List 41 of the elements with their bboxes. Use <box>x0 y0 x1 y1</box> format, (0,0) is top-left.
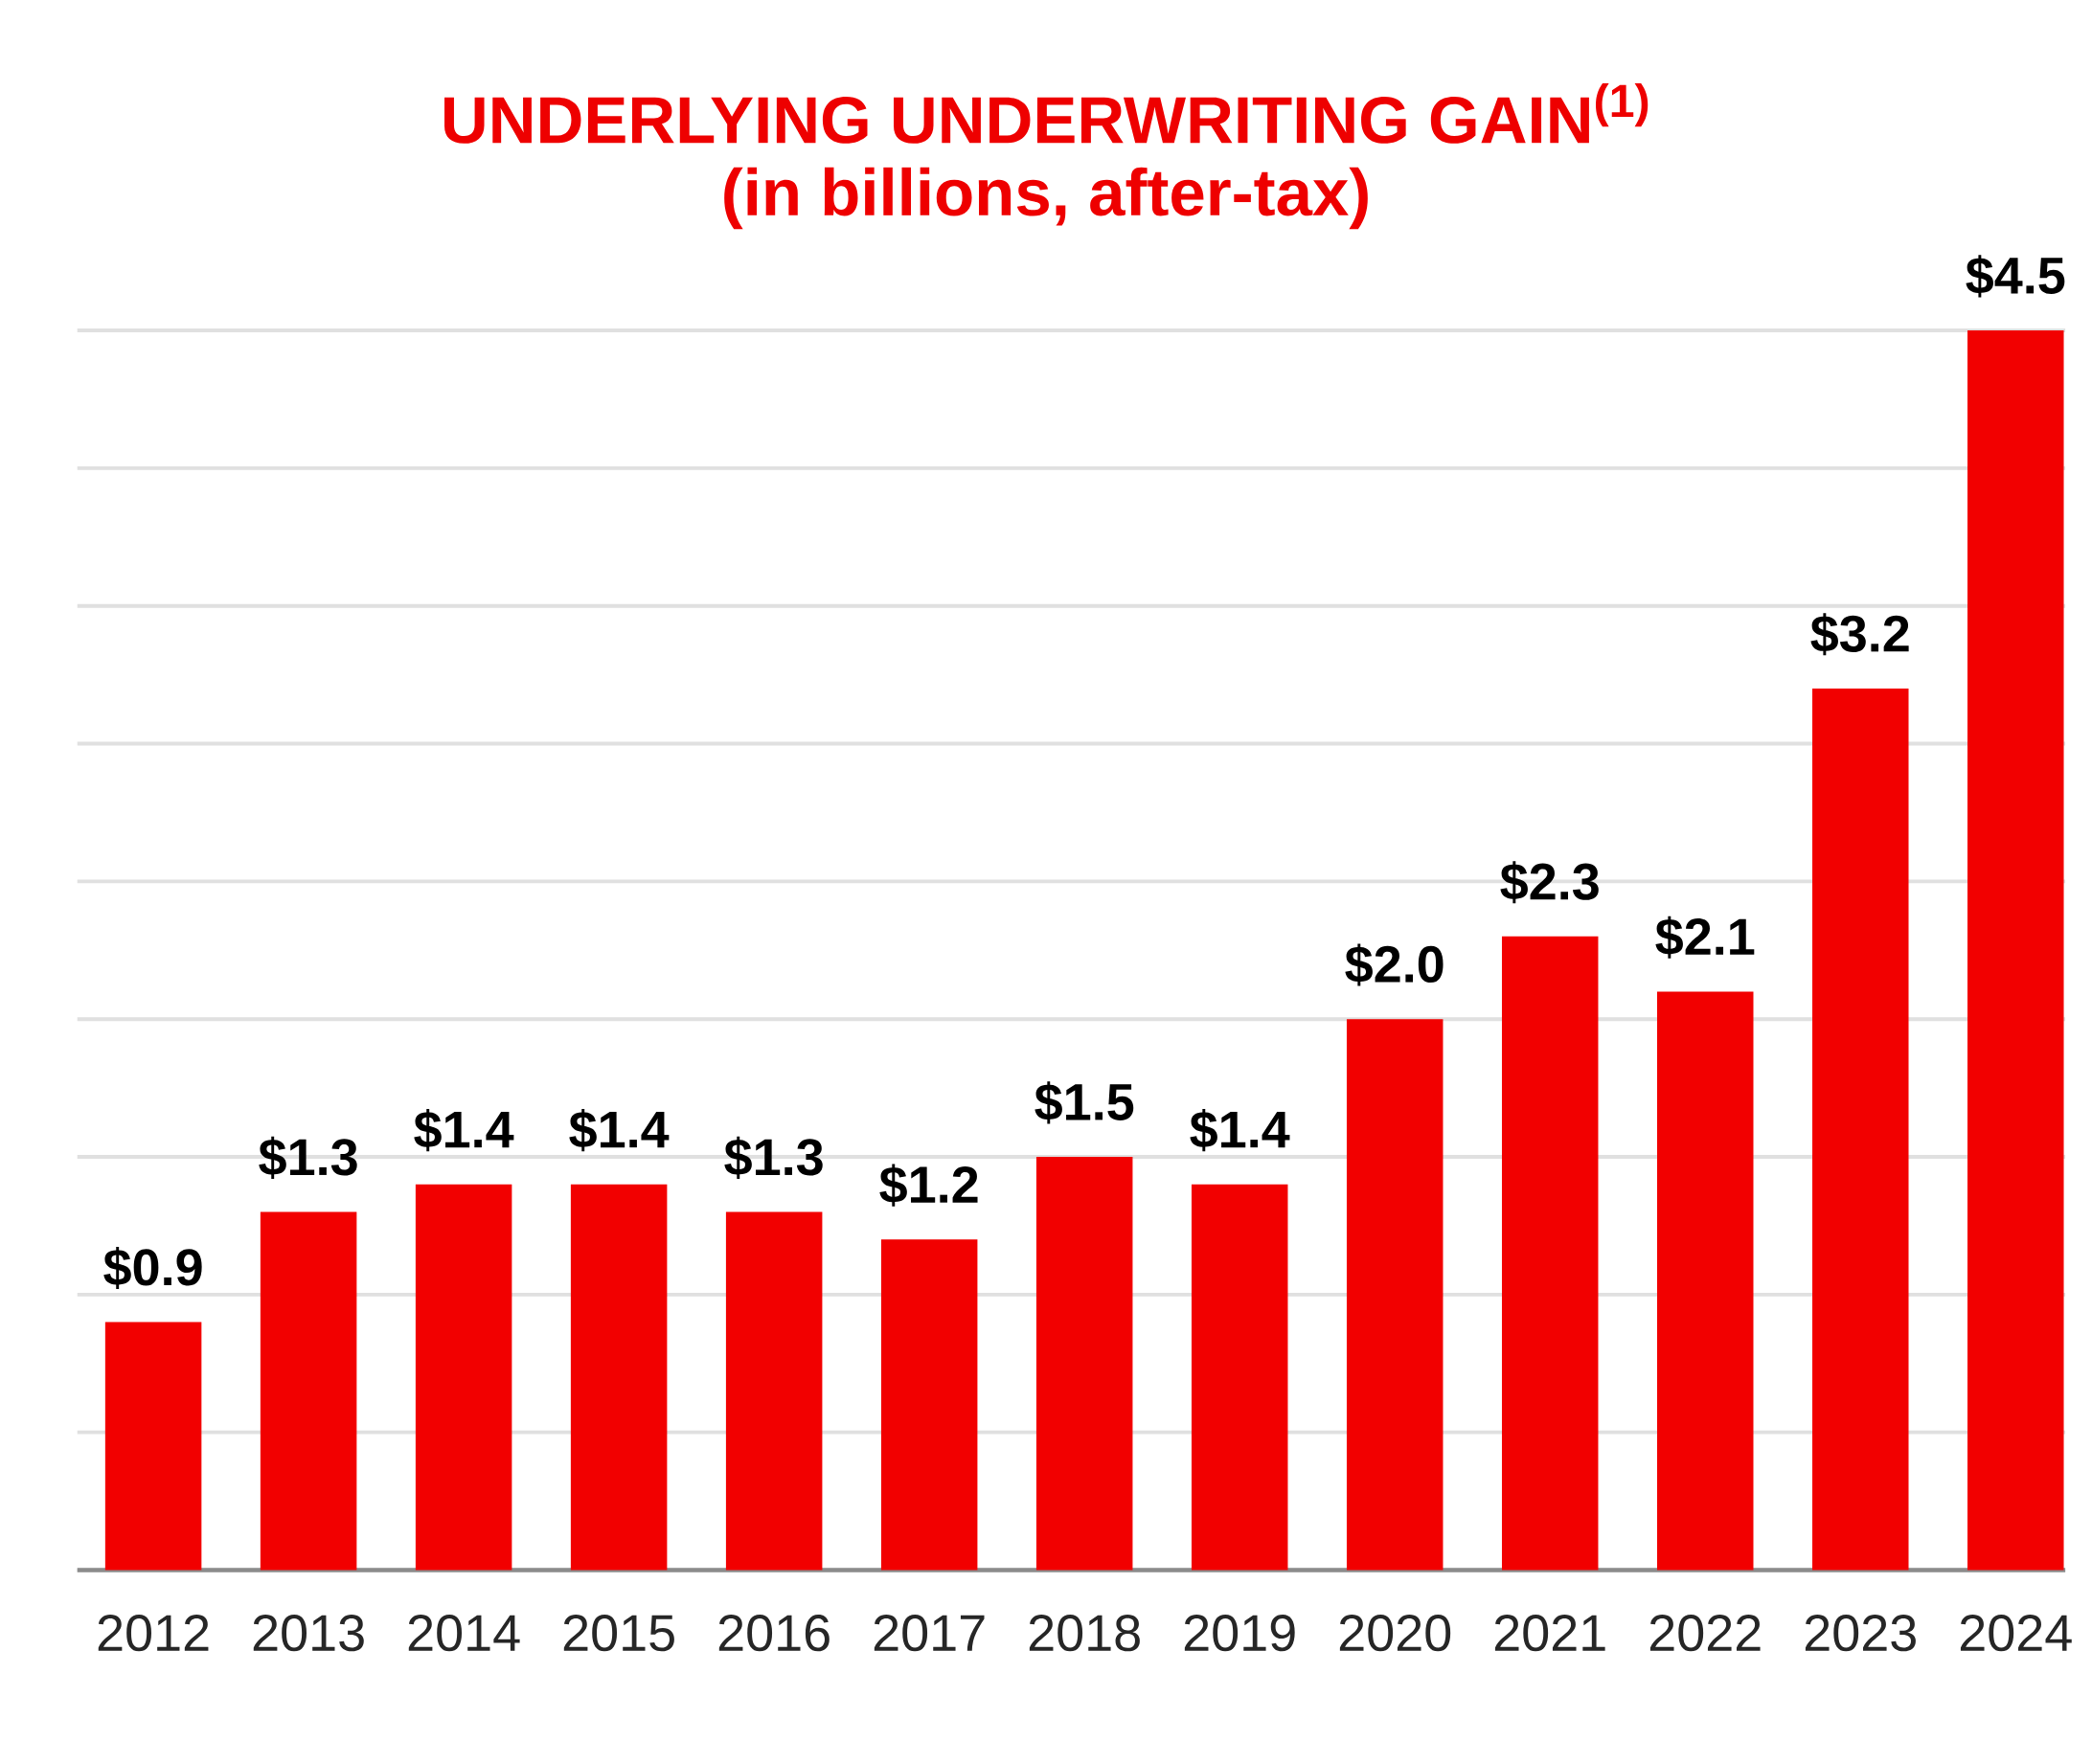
bar <box>880 1239 978 1571</box>
chart-subtitle: (in billions, after-tax) <box>724 167 1368 230</box>
chart-title: UNDERLYING UNDERWRITING GAIN$^{(1)}$ <box>444 83 1649 144</box>
data-label: $1.3 <box>259 1136 357 1179</box>
bar <box>1035 1157 1133 1571</box>
data-label: $1.3 <box>724 1136 823 1179</box>
x-tick-label: 2012 <box>98 1615 209 1652</box>
x-tick-label: 2020 <box>1339 1615 1451 1652</box>
bar <box>1191 1184 1288 1571</box>
x-tick-label: 2015 <box>563 1615 674 1652</box>
data-label: $3.2 <box>1810 613 1909 656</box>
bar <box>1346 1019 1444 1571</box>
bar <box>260 1211 357 1571</box>
bar <box>1967 330 2064 1571</box>
bar <box>1812 688 1909 1571</box>
bar <box>415 1184 512 1571</box>
x-tick-label: 2014 <box>408 1615 520 1652</box>
bar <box>1501 936 1599 1571</box>
x-tick-label: 2016 <box>718 1615 830 1652</box>
data-label: $1.2 <box>879 1164 978 1207</box>
data-label: $2.3 <box>1500 861 1599 904</box>
data-label: $1.5 <box>1035 1081 1134 1124</box>
x-tick-label: 2024 <box>1960 1615 2072 1652</box>
data-label: $1.4 <box>1190 1109 1290 1152</box>
bar <box>570 1184 668 1571</box>
data-label: $1.4 <box>414 1109 514 1152</box>
x-tick-label: 2017 <box>874 1615 985 1652</box>
data-label: $2.1 <box>1655 916 1755 959</box>
data-label: $1.4 <box>569 1109 670 1152</box>
data-label: $4.5 <box>1966 255 2065 298</box>
x-tick-label: 2013 <box>253 1615 364 1652</box>
x-tick-label: 2018 <box>1029 1615 1140 1652</box>
x-tick-label: 2019 <box>1184 1615 1295 1652</box>
data-label: $0.9 <box>103 1246 202 1289</box>
bar <box>104 1322 202 1571</box>
x-tick-label: 2023 <box>1805 1615 1916 1652</box>
x-tick-label: 2022 <box>1649 1615 1761 1652</box>
x-tick-label: 2021 <box>1494 1615 1605 1652</box>
bar <box>725 1211 823 1571</box>
data-label: $2.0 <box>1345 943 1444 986</box>
bar <box>1656 991 1754 1571</box>
